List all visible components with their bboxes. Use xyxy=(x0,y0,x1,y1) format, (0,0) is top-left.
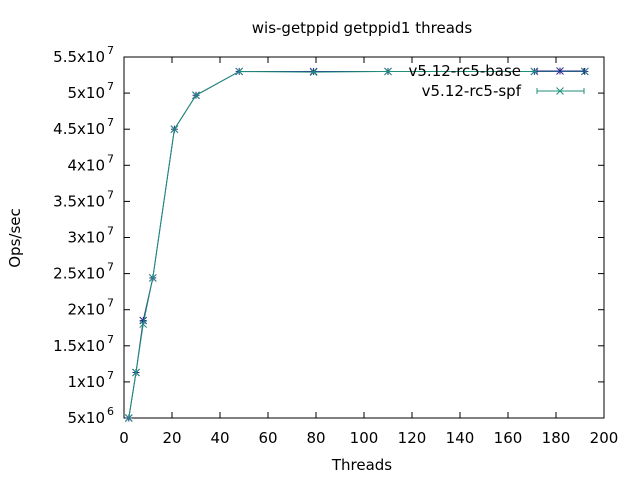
data-point xyxy=(235,67,244,76)
legend-marker xyxy=(556,87,564,95)
legend: v5.12-rc5-base v5.12-rc5-spf xyxy=(409,62,585,100)
data-point xyxy=(309,68,318,77)
x-axis-label: Threads xyxy=(331,456,392,474)
series-line xyxy=(128,70,585,419)
data-point xyxy=(309,67,318,76)
x-tick-label: 140 xyxy=(446,429,475,447)
data-point xyxy=(139,320,148,328)
chart-title: wis-getppid getppid1 threads xyxy=(252,19,473,37)
series-v5.12-rc5-spf xyxy=(124,67,589,422)
legend-marker xyxy=(556,67,564,75)
y-axis-label: Ops/sec xyxy=(6,208,24,268)
x-tick-label: 160 xyxy=(494,429,523,447)
y-tick-label: 1x10 7 xyxy=(67,369,114,391)
y-tick-label: 5x10 6 xyxy=(67,405,114,427)
x-tick-label: 120 xyxy=(398,429,427,447)
x-tick-label: 0 xyxy=(119,429,129,447)
plot-frame xyxy=(123,56,605,419)
data-point xyxy=(148,274,157,282)
y-tick-label: 2.5x10 7 xyxy=(53,261,114,283)
x-tick-label: 80 xyxy=(306,429,325,447)
data-point xyxy=(139,316,148,325)
data-point xyxy=(124,414,133,422)
legend-label: v5.12-rc5-base xyxy=(409,62,522,80)
x-tick-label: 60 xyxy=(258,429,277,447)
data-point xyxy=(132,368,140,377)
x-tick-label: 180 xyxy=(542,429,571,447)
series-layer xyxy=(124,67,589,422)
y-tick-label: 5.5x10 7 xyxy=(53,44,114,66)
y-tick-label: 5x10 7 xyxy=(67,80,114,102)
x-tick-label: 200 xyxy=(590,429,619,447)
y-tick-label: 2x10 7 xyxy=(67,297,114,319)
y-tick-label: 3.5x10 7 xyxy=(53,188,114,210)
y-tick-label: 3x10 7 xyxy=(67,225,114,247)
y-tick-label: 4x10 7 xyxy=(67,152,114,174)
series-line xyxy=(128,70,585,419)
data-point xyxy=(170,125,179,134)
data-point xyxy=(384,67,392,76)
axis-ticks: 0 20 40 60 80 100 120 140 160 180 200 5x10 6 1x10 7 1.5… xyxy=(53,44,618,447)
legend-label: v5.12-rc5-spf xyxy=(422,82,522,100)
series-v5.12-rc5-base xyxy=(124,67,589,422)
data-point xyxy=(192,91,200,100)
data-point xyxy=(580,67,589,76)
x-tick-label: 20 xyxy=(162,429,181,447)
x-tick-label: 40 xyxy=(210,429,229,447)
y-tick-label: 4.5x10 7 xyxy=(53,116,114,138)
x-tick-label: 100 xyxy=(350,429,379,447)
y-tick-label: 1.5x10 7 xyxy=(53,333,114,355)
